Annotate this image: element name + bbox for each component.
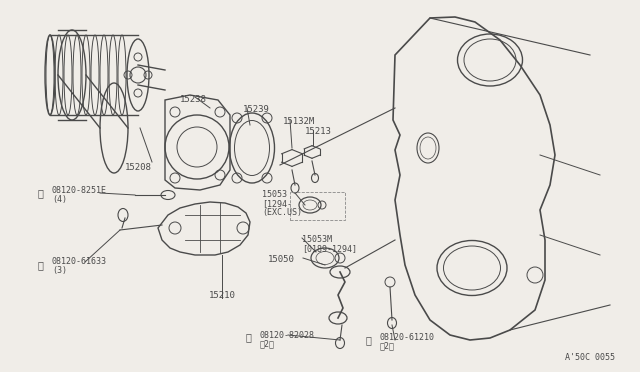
- Text: 08120-82028: 08120-82028: [260, 330, 315, 340]
- Text: (EXC.US): (EXC.US): [262, 208, 302, 217]
- Text: ＜2＞: ＜2＞: [260, 340, 275, 349]
- Text: 15053: 15053: [262, 190, 287, 199]
- Text: 15238: 15238: [180, 95, 207, 104]
- Text: 15208: 15208: [125, 163, 152, 172]
- Text: ＜2＞: ＜2＞: [380, 341, 395, 350]
- Text: Ⓑ: Ⓑ: [245, 332, 251, 342]
- Text: Ⓑ: Ⓑ: [37, 260, 43, 270]
- Text: 15210: 15210: [209, 291, 236, 300]
- Text: 15239: 15239: [243, 105, 270, 114]
- Text: 15213: 15213: [305, 127, 332, 136]
- Bar: [290, 192, 345, 220]
- Text: A'50C 0055: A'50C 0055: [565, 353, 615, 362]
- Text: 08120-61633: 08120-61633: [52, 257, 107, 266]
- Text: 15050: 15050: [268, 255, 295, 264]
- Text: Ⓑ: Ⓑ: [365, 335, 371, 345]
- Text: 08120-61210: 08120-61210: [380, 333, 435, 341]
- Text: Ⓑ: Ⓑ: [37, 188, 43, 198]
- Text: 08120-8251E: 08120-8251E: [52, 186, 107, 195]
- Text: (3): (3): [52, 266, 67, 276]
- Text: [0189-1294]: [0189-1294]: [302, 244, 357, 253]
- Text: [1294-: [1294-: [262, 199, 292, 208]
- Text: (4): (4): [52, 195, 67, 203]
- Text: 15132M: 15132M: [283, 117, 316, 126]
- Text: 15053M: 15053M: [302, 235, 332, 244]
